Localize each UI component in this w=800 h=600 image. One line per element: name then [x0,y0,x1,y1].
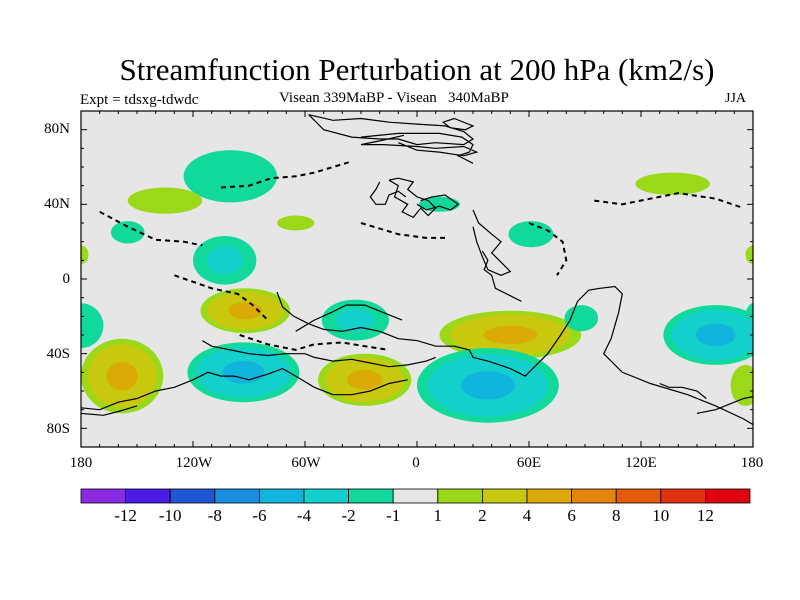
colorbar-swatch-3 [214,488,260,504]
contour-negative-4-level-2 [206,246,243,275]
colorbar-label: 4 [522,506,532,525]
lon-label-120e: 120E [625,455,657,471]
lat-label-80s: 80S [46,421,70,437]
colorbar-swatch-0 [80,488,126,504]
paleo-tethys-shelf-b [416,194,460,211]
island-chain-mid [239,334,390,351]
colorbar-swatch-10 [526,488,572,504]
contour-negative-12-level-2 [336,308,375,332]
colorbar-label: -2 [341,506,356,525]
contour-negative-5-level-1 [81,303,104,349]
colorbar-swatch-7 [392,488,439,504]
colorbar-label: -6 [252,506,267,525]
contour-negative-11-level-4 [222,361,265,384]
colorbar-swatch-14 [705,488,751,504]
colorbar-label: -1 [386,506,401,525]
contour-positive-10-level-4 [228,302,263,320]
contour-positive-16-level-4 [483,325,538,345]
n-pangea-coast [360,134,479,157]
experiment-label: Expt = tdsxg-tdwdc [80,92,199,108]
colorbar-label: 6 [567,506,576,525]
colorbar-swatch-2 [169,488,216,504]
contour-negative-15-level-1 [508,221,554,248]
colorbar-swatch-11 [571,488,617,504]
arctic-coast-b [441,117,475,131]
contour-positive-1-level-1 [127,187,203,214]
colorbar-swatch-5 [303,488,349,504]
lat-label-40n: 40N [44,196,70,212]
e-pacific-coast [696,396,753,414]
colorbar-label: 2 [478,506,487,525]
contour-positive-3-level-1 [277,215,315,231]
colorbar-swatch-13 [660,488,706,504]
colorbar [80,488,751,504]
colorbar-label: -10 [158,506,182,525]
siberia-coast [369,181,407,205]
colorbar-swatch-4 [258,488,305,504]
coastlines [81,114,753,426]
comparison-label: Visean 339MaBP - Visean 340MaBP [279,90,509,106]
lon-label-180w: 180 [69,455,93,471]
colorbar-swatch-9 [481,488,528,504]
lon-label-180e: 180 [740,455,764,471]
lon-label-120w: 120W [175,455,213,471]
paleo-tethys-shelf-a [388,177,437,219]
contour-positive-19-level-1 [635,172,710,195]
lat-label-40s: 40S [46,346,70,362]
gondwana-south-coast [81,367,408,411]
contour-negative-17-level-4 [461,371,515,400]
contour-positive-8-level-1 [745,245,753,264]
s-ocean-coast [81,405,138,416]
colorbar-label: -4 [296,506,312,525]
lat-label-0: 0 [62,271,71,287]
lat-label-80n: 80N [44,121,70,137]
colorbar-swatch-8 [437,488,483,504]
gondwana-west-coast [201,340,436,368]
tethys-arc [295,304,403,332]
ne-arc [360,132,474,164]
island-chain-se [528,222,568,276]
colorbar-label: 8 [611,506,621,525]
china-coast [481,250,522,302]
e-pacific-coast-b [659,382,707,399]
map-frame [80,110,754,448]
contour-positive-7-level-1 [81,245,89,264]
season-label: JJA [725,91,747,106]
island-chain-n [220,160,352,189]
contour-negative-0-level-1 [183,150,277,203]
lon-label-60w: 60W [291,455,321,471]
kazakh-coast [472,209,512,276]
island-chain-c [360,222,445,239]
colorbar-label: 12 [696,506,714,525]
island-chain-w [99,210,203,247]
colorbar-swatch-12 [615,488,662,504]
contour-negative-2-level-1 [110,221,145,244]
island-chain-e [594,192,745,210]
lon-label-0: 0 [412,455,420,471]
lon-label-60e: 60E [516,455,542,471]
contour-positive-9-level-4 [106,362,138,391]
gondwana-north-coast [276,285,753,426]
colorbar-label: -8 [207,506,222,525]
zero-band-background [81,111,753,447]
colorbar-swatch-1 [125,488,171,504]
colorbar-label: 10 [652,506,670,525]
plot-title: Streamfunction Perturbation at 200 hPa (… [119,52,715,87]
contour-negative-14-level-1 [418,196,460,212]
colorbar-swatch-6 [348,488,394,504]
contour-negative-20-level-4 [695,323,736,347]
contour-negative-18-level-1 [564,305,599,332]
contour-positive-13-level-4 [347,369,383,390]
contour-positive-21-level-1 [730,364,753,406]
island-chain-eq [173,274,269,321]
colorbar-label: -12 [114,506,137,525]
colorbar-label: 1 [433,506,443,525]
contour-fields [81,111,753,447]
